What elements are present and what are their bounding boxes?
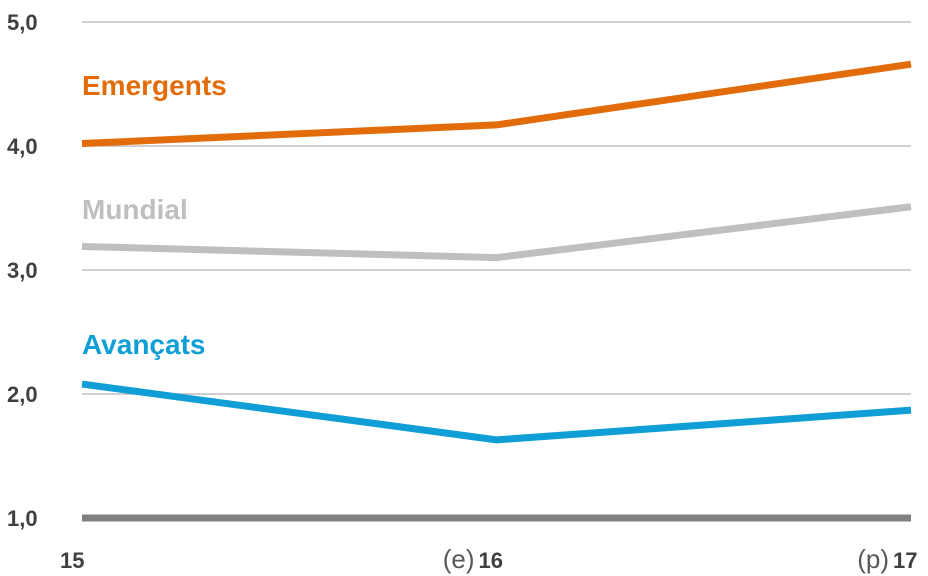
series-line-2: [81, 380, 912, 444]
y-tick-label: 2,0: [7, 382, 38, 407]
series-label: Avançats: [82, 329, 205, 360]
x-tick-label: 16: [479, 548, 503, 573]
series-labels: Emergents Mundial Avançats: [82, 70, 227, 360]
x-tick-prefix: (p): [857, 544, 889, 574]
x-tick-label: 15: [60, 548, 84, 573]
series-lines: [81, 60, 912, 444]
series-label: Emergents: [82, 70, 227, 101]
y-tick-label: 3,0: [7, 258, 38, 283]
y-axis-ticks: 1,0 2,0 3,0 4,0 5,0: [7, 10, 38, 531]
x-axis-ticks: 15 16(e) 17(p): [60, 544, 917, 574]
y-tick-label: 4,0: [7, 134, 38, 159]
y-tick-label: 1,0: [7, 506, 38, 531]
x-tick-prefix: (e): [443, 544, 475, 574]
x-tick-label: 17: [893, 548, 917, 573]
series-line-1: [81, 203, 912, 262]
y-tick-label: 5,0: [7, 10, 38, 35]
grid-lines: [82, 21, 911, 395]
series-label: Mundial: [82, 194, 188, 225]
